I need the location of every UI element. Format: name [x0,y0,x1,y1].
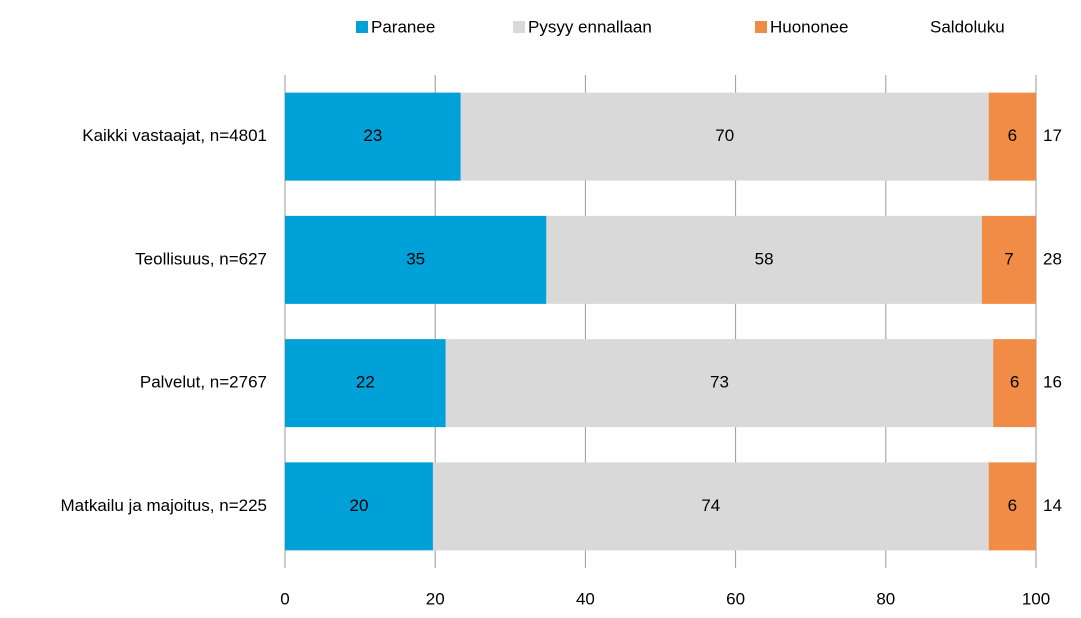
data-label: 6 [1010,373,1019,392]
balance-label: 28 [1043,249,1062,268]
data-label: 23 [363,126,382,145]
data-label: 22 [356,373,375,392]
bar-segment [988,462,1036,551]
data-label: 6 [1008,496,1017,515]
y-tick-label: Teollisuus, n=627 [135,249,267,268]
data-label: 58 [755,249,774,268]
x-tick-label: 40 [576,589,595,608]
x-tick-label: 60 [726,589,745,608]
y-tick-label: Palvelut, n=2767 [140,373,267,392]
data-label: 74 [701,496,720,515]
bar-segment [285,92,461,181]
legend-swatch [513,21,525,33]
bar-segment [285,339,446,428]
data-label: 35 [406,249,425,268]
legend-label: Paranee [371,17,435,36]
legend-label: Huononee [770,17,848,36]
y-tick-label: Matkailu ja majoitus, n=225 [61,496,267,515]
data-label: 6 [1008,126,1017,145]
bar-segment [460,92,989,181]
bar-segment [981,215,1036,304]
legend-label: Saldoluku [930,17,1005,36]
balance-label: 16 [1043,373,1062,392]
legend-swatch [755,21,767,33]
y-tick-label: Kaikki vastaajat, n=4801 [82,126,267,145]
legend-swatch [356,21,368,33]
bar-segment [988,92,1036,181]
balance-label: 17 [1043,126,1062,145]
legend-label: Pysyy ennallaan [528,17,652,36]
x-tick-label: 0 [280,589,289,608]
bar-segment [546,215,982,304]
data-label: 20 [350,496,369,515]
bar-segment [445,339,994,428]
balance-label: 14 [1043,496,1062,515]
bar-segment [432,462,989,551]
x-tick-label: 80 [876,589,895,608]
bar-segment [285,215,547,304]
data-label: 70 [715,126,734,145]
data-label: 7 [1004,249,1013,268]
data-label: 73 [710,373,729,392]
bar-segment [285,462,433,551]
bar-segment [993,339,1036,428]
x-tick-label: 100 [1022,589,1050,608]
x-tick-label: 20 [426,589,445,608]
